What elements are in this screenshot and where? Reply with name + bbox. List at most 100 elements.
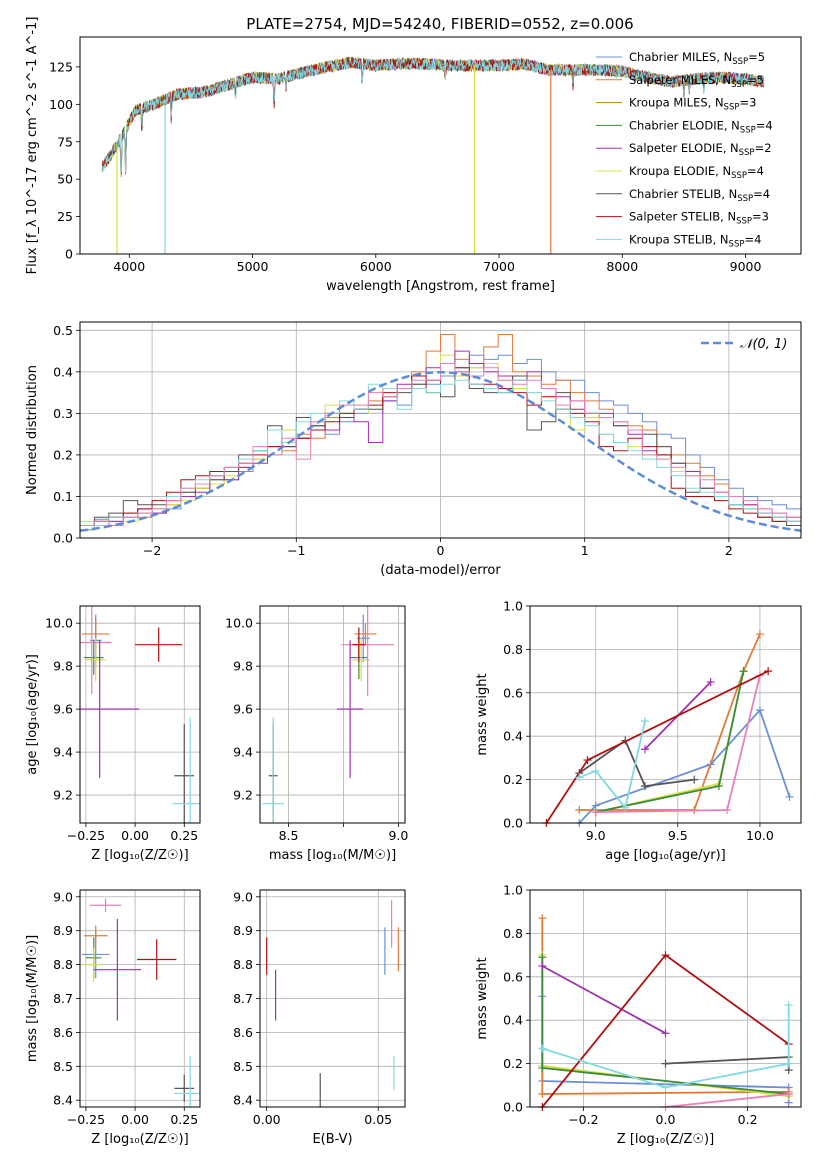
x-tick-label: 9000 [730, 259, 762, 274]
y-axis-label: mass weight [475, 957, 490, 1039]
x-tick-label: −0.2 [568, 1112, 598, 1127]
weight-marker [785, 792, 794, 801]
weight-marker [661, 1029, 670, 1038]
x-tick-label: 0.2 [738, 1112, 758, 1127]
histogram-step [80, 379, 801, 538]
weight-marker [538, 1044, 547, 1053]
y-tick-label: 9.2 [53, 788, 73, 803]
weight-line [542, 1005, 790, 1089]
y-tick-label: 8.9 [53, 923, 73, 938]
weight-marker [755, 706, 764, 715]
weight-marker [591, 766, 600, 775]
weight-marker [739, 667, 748, 676]
legend-entry: Chabrier MILES, NSSP=5 [629, 50, 765, 67]
x-axis-label: Z [log₁₀(Z/Z☉)] [91, 848, 188, 863]
weight-marker [661, 1059, 670, 1068]
weight-line [595, 670, 745, 813]
y-axis-label: Normed distribution [25, 365, 40, 495]
legend-entry: Kroupa STELIB, NSSP=4 [629, 232, 761, 249]
axes-frame [79, 36, 802, 255]
x-tick-label: −0.25 [67, 828, 105, 843]
x-axis-label: Z [log₁₀(Z/Z☉)] [91, 1132, 188, 1147]
x-tick-label: 8000 [606, 259, 638, 274]
y-tick-label: 1.0 [503, 599, 523, 614]
weight-marker [621, 803, 630, 812]
axes-frame [79, 605, 201, 824]
y-tick-label: 10.0 [225, 616, 253, 631]
weight-line [579, 633, 761, 811]
x-tick-label: 0.05 [364, 1112, 392, 1127]
y-tick-label: 0.4 [503, 1013, 523, 1028]
y-tick-label: 0.4 [503, 729, 523, 744]
axes-frame [259, 889, 406, 1108]
weight-line [541, 965, 666, 1034]
y-tick-label: 9.8 [53, 659, 73, 674]
Z-weight-panel: −0.2 0.0 0.2 0.0 0.2 0.4 0.6 0.8 1.0 Z [log₁₀(Z/Z… [475, 883, 802, 1147]
y-tick-label: 8.8 [53, 957, 73, 972]
y-tick-label: 9.6 [233, 702, 253, 717]
ebv-mass-panel: 0.00 0.05 8.4 8.5 8.6 8.7 8.8 8.9 9.0 E(B-V) [233, 889, 406, 1147]
x-tick-label: 9.0 [586, 828, 606, 843]
x-tick-label: 5000 [237, 259, 269, 274]
y-axis-label: Flux [f_λ 10^-17 erg cm^-2 s^-1 A^-1] [25, 17, 40, 275]
weight-marker [640, 782, 649, 791]
x-tick-label: 1 [581, 543, 589, 558]
y-tick-label: 8.7 [53, 991, 73, 1006]
weight-marker [583, 756, 592, 765]
y-tick-label: 8.6 [233, 1025, 253, 1040]
weight-marker [640, 717, 649, 726]
y-tick-label: 8.6 [53, 1025, 73, 1040]
y-tick-label: 0.0 [53, 531, 73, 546]
weight-marker [640, 745, 649, 754]
weight-line [578, 720, 646, 810]
histogram-step [80, 363, 801, 538]
panels: 4000 5000 6000 7000 8000 9000 0 25 50 75 100 125 wav… [25, 17, 802, 1147]
y-tick-label: 8.5 [233, 1059, 253, 1074]
weight-marker [714, 782, 723, 791]
weight-marker [723, 805, 732, 814]
weight-marker [538, 961, 547, 970]
y-tick-label: 75 [57, 134, 73, 149]
y-tick-label: 0.4 [53, 364, 73, 379]
weight-marker [591, 808, 600, 817]
weight-line [595, 670, 745, 813]
weight-marker [575, 805, 584, 814]
y-tick-label: 50 [57, 172, 73, 187]
y-tick-label: 0.0 [503, 1100, 523, 1115]
y-axis-label: mass weight [475, 673, 490, 755]
figure-title: PLATE=2754, MJD=54240, FIBERID=0552, z=0… [246, 15, 633, 33]
legend-entry: Chabrier ELODIE, NSSP=4 [629, 118, 773, 135]
weight-line [665, 1093, 789, 1107]
legend-entry: Salpeter MILES, NSSP=5 [629, 73, 764, 90]
x-tick-label: −1 [287, 543, 305, 558]
x-tick-label: 9.0 [388, 828, 408, 843]
x-tick-label: 0 [437, 543, 445, 558]
y-tick-label: 9.2 [233, 788, 253, 803]
y-tick-label: 9.0 [53, 889, 73, 904]
y-tick-label: 10.0 [45, 616, 73, 631]
weight-line [578, 708, 791, 823]
x-tick-label: 0.00 [121, 1112, 149, 1127]
y-tick-label: 0.5 [53, 323, 73, 338]
x-axis-label: Z [log₁₀(Z/Z☉)] [617, 1132, 714, 1147]
y-tick-label: 0.2 [503, 1056, 523, 1071]
x-tick-label: −2 [143, 543, 161, 558]
x-tick-label: 0.00 [121, 828, 149, 843]
weight-marker [538, 953, 547, 962]
y-tick-label: 0.8 [503, 926, 523, 941]
axes-frame [259, 605, 406, 824]
y-tick-label: 8.4 [233, 1093, 253, 1108]
axes-frame [79, 889, 201, 1108]
residual-panel: −2 −1 0 1 2 0.0 0.1 0.2 0.3 0.4 0.5 (data-model)/er… [25, 321, 802, 578]
x-axis-label: wavelength [Angstrom, rest frame] [326, 279, 555, 294]
y-tick-label: 25 [57, 209, 73, 224]
y-tick-label: 0.8 [503, 642, 523, 657]
weight-marker [784, 1059, 793, 1068]
y-tick-label: 100 [49, 97, 73, 112]
weight-marker [661, 1083, 670, 1092]
weight-marker [764, 667, 773, 676]
mass-age-panel: 8.5 9.0 9.2 9.4 9.6 9.8 10.0 mass [log₁₀(M/M☉)] [225, 605, 408, 863]
y-tick-label: 8.9 [233, 923, 253, 938]
y-tick-label: 8.7 [233, 991, 253, 1006]
x-tick-label: 8.5 [279, 828, 299, 843]
